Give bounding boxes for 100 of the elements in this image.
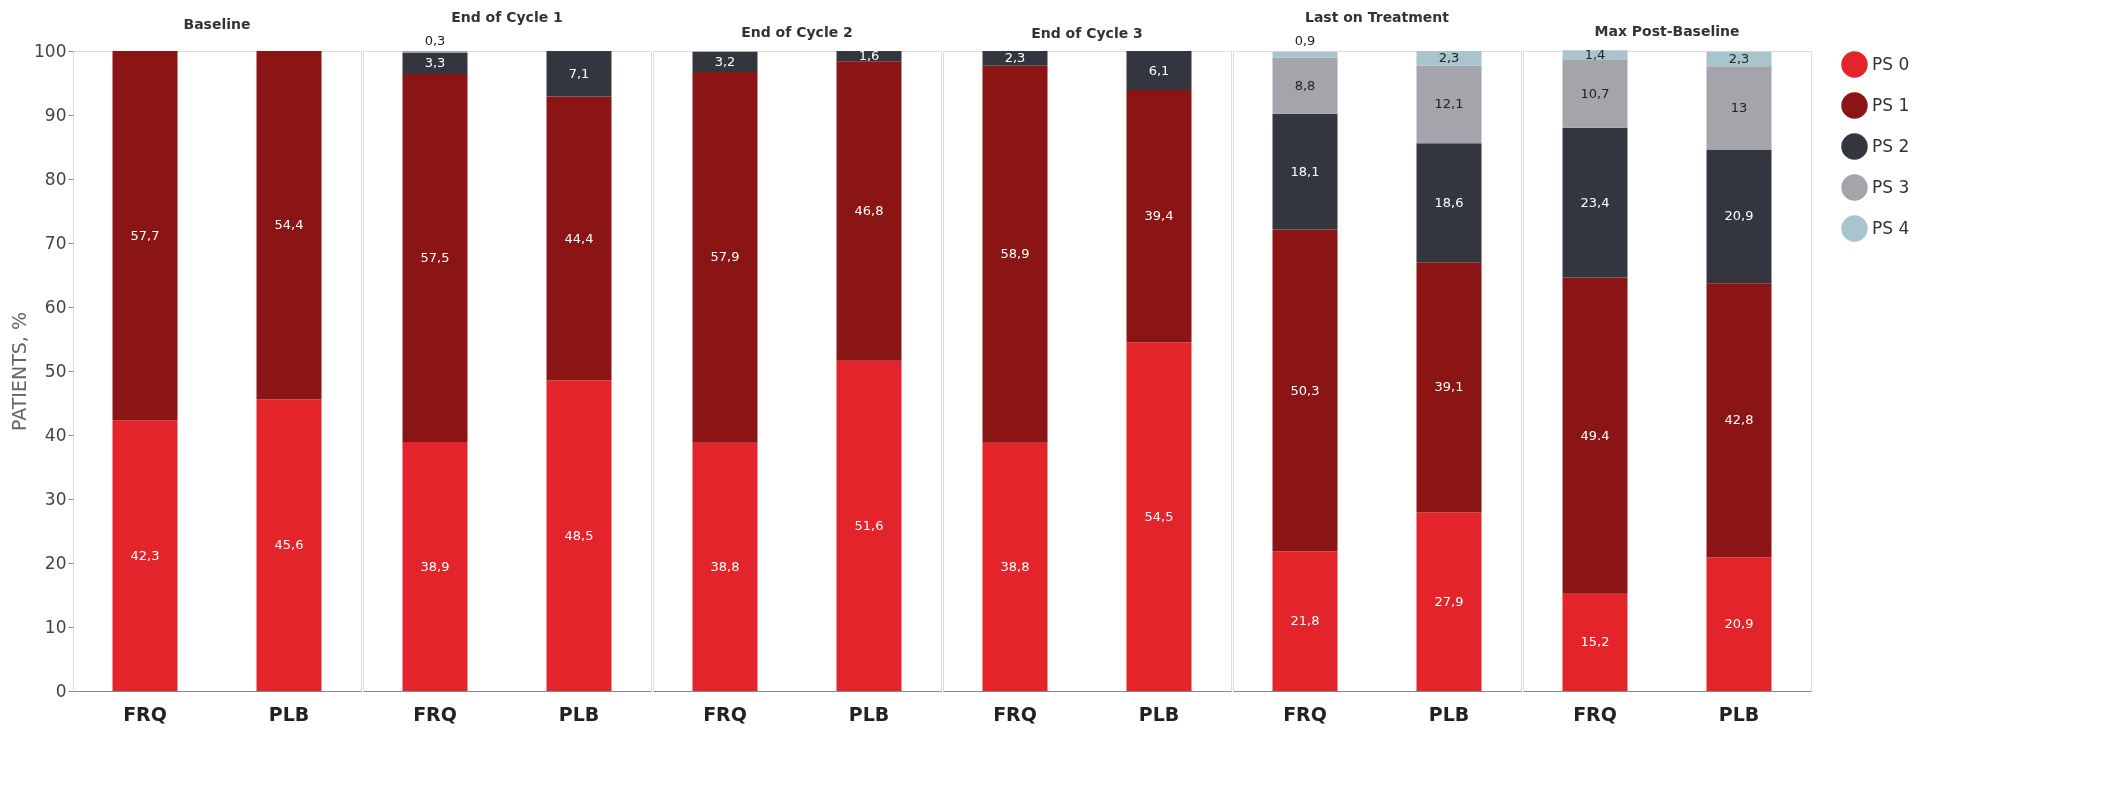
x-tick-label: PLB: [1718, 702, 1760, 725]
data-label: 21,8: [1290, 613, 1320, 629]
bar: [402, 52, 468, 75]
bar: [1562, 127, 1628, 278]
data-label: 18,1: [1290, 163, 1320, 179]
x-tick-label: PLB: [1138, 702, 1180, 725]
y-tick-label: 30: [44, 488, 67, 509]
data-label: 0,9: [1294, 33, 1316, 49]
bar: [1126, 342, 1192, 691]
data-label: 2,3: [1438, 50, 1460, 66]
data-label: 39,1: [1434, 379, 1464, 395]
data-label: 6,1: [1148, 62, 1170, 78]
bar: [1272, 57, 1338, 114]
legend-label: PS 0: [1872, 53, 1910, 74]
data-label: 10,7: [1580, 85, 1610, 101]
data-label: 38,9: [420, 558, 450, 574]
y-tick-label: 20: [44, 552, 67, 573]
x-tick-label: PLB: [558, 702, 600, 725]
y-tick-label: 80: [44, 168, 67, 189]
y-tick-label: 70: [44, 232, 67, 253]
data-label: 39,4: [1144, 208, 1174, 224]
chart-title: Last on Treatment: [1304, 9, 1450, 26]
bar: [402, 442, 468, 691]
data-label: 7,1: [568, 65, 590, 81]
bar: [692, 442, 758, 691]
legend-label: PS 4: [1872, 217, 1910, 238]
data-label: 1,4: [1584, 46, 1606, 62]
bar: [836, 61, 902, 361]
bar: [836, 360, 902, 691]
x-tick-label: PLB: [1428, 702, 1470, 725]
bar: [1416, 512, 1482, 691]
data-label: 3,3: [424, 55, 446, 71]
bar: [112, 420, 178, 691]
x-tick-label: PLB: [268, 702, 310, 725]
y-tick-label: 100: [34, 40, 67, 61]
chart-title: Max Post-Baseline: [1594, 22, 1740, 39]
data-label: 57,9: [710, 249, 740, 265]
data-label: 57,7: [130, 227, 160, 243]
bar: [1126, 51, 1192, 91]
bar: [546, 380, 612, 691]
data-label: 8,8: [1294, 77, 1316, 93]
data-label: 42,3: [130, 547, 160, 563]
data-label: 38,8: [710, 558, 740, 574]
data-label: 42,8: [1724, 412, 1754, 428]
x-tick-label: FRQ: [703, 702, 747, 725]
x-tick-label: PLB: [848, 702, 890, 725]
legend-label: PS 2: [1872, 135, 1910, 156]
data-label: 57,5: [420, 250, 450, 266]
y-tick-label: 0: [55, 680, 67, 701]
y-axis-title: PATIENTS, %: [8, 312, 31, 431]
chart-title: Baseline: [183, 16, 251, 32]
data-label: 23,4: [1580, 194, 1610, 210]
data-label: 0,3: [424, 32, 446, 48]
bar: [1416, 51, 1482, 66]
data-label: 13: [1730, 99, 1748, 115]
data-label: 48,5: [564, 527, 594, 543]
bar: [1706, 283, 1772, 558]
data-label: 18,6: [1434, 194, 1464, 210]
bar: [1272, 229, 1338, 552]
bar: [1126, 90, 1192, 343]
data-label: 38,8: [1000, 558, 1030, 574]
data-label: 58,9: [1000, 246, 1030, 262]
bar: [1272, 551, 1338, 691]
bar: [1416, 65, 1482, 144]
bar: [982, 65, 1048, 443]
data-label: 50,3: [1290, 382, 1320, 398]
x-tick-label: FRQ: [1573, 702, 1617, 725]
bar: [256, 399, 322, 691]
bar: [982, 51, 1048, 66]
data-label: 1,6: [858, 48, 880, 64]
bar: [1562, 277, 1628, 594]
legend-label: PS 1: [1872, 94, 1910, 115]
data-label: 54,4: [274, 217, 304, 233]
bar: [546, 96, 612, 381]
bar: [1562, 593, 1628, 691]
x-tick-label: FRQ: [413, 702, 457, 725]
y-tick-label: 40: [44, 424, 67, 445]
bar: [256, 51, 322, 400]
x-tick-label: FRQ: [993, 702, 1037, 725]
chart-title: End of Cycle 2: [741, 24, 853, 41]
data-label: 44,4: [564, 230, 594, 246]
bar: [1272, 113, 1338, 230]
data-label: 54,5: [1144, 508, 1174, 524]
data-label: 2,3: [1004, 50, 1026, 66]
bar: [1706, 557, 1772, 691]
bar: [1416, 143, 1482, 263]
data-label: 15,2: [1580, 634, 1610, 650]
data-label: 49.4: [1580, 427, 1610, 443]
chart-title: End of Cycle 1: [451, 8, 563, 25]
y-tick-label: 60: [44, 296, 67, 317]
x-tick-label: FRQ: [1283, 702, 1327, 725]
y-tick-label: 50: [44, 360, 67, 381]
data-label: 45,6: [274, 537, 304, 553]
data-label: 2,3: [1728, 51, 1750, 66]
data-label: 51,6: [854, 517, 884, 533]
bar: [1562, 59, 1628, 128]
bar: [1706, 66, 1772, 150]
legend-label: PS 3: [1872, 176, 1910, 197]
data-label: 46,8: [854, 203, 884, 218]
chart-title: End of Cycle 3: [1031, 25, 1143, 41]
